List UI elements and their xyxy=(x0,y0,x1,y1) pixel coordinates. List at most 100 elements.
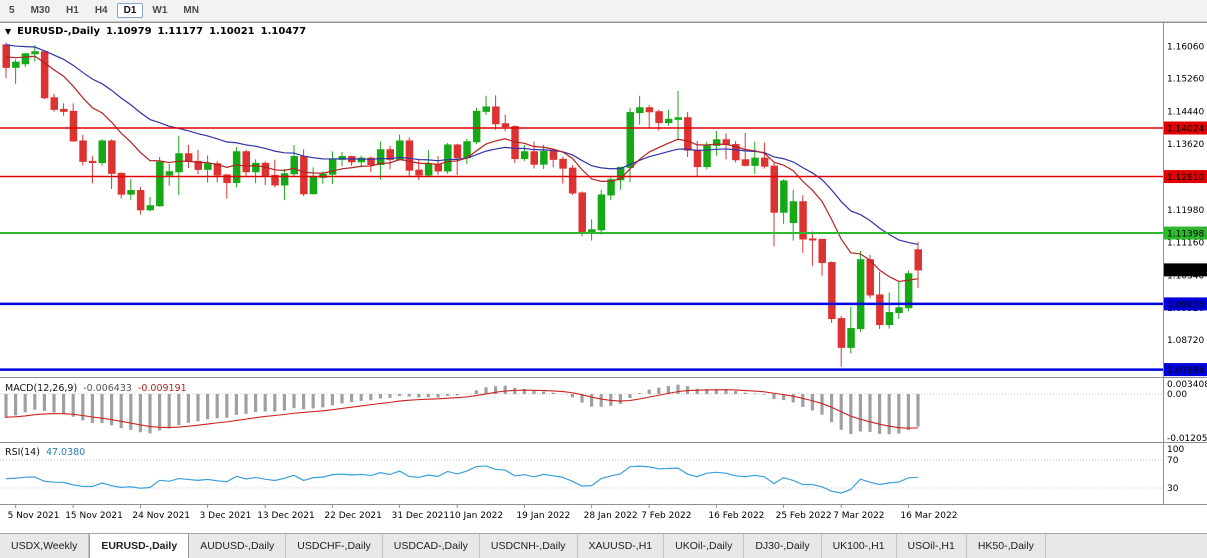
ohlc-close: 1.10477 xyxy=(260,26,307,37)
candle-body xyxy=(540,150,548,165)
svg-text:25 Feb 2022: 25 Feb 2022 xyxy=(776,511,832,521)
chart-tabs: USDX,Weekly EURUSD-,Daily AUDUSD-,Daily USD… xyxy=(0,533,1207,558)
ma-slow-line xyxy=(5,44,919,246)
candle-body xyxy=(636,107,644,114)
candle-body xyxy=(338,156,346,160)
timeframe-button-M30[interactable]: M30 xyxy=(30,5,51,16)
rsi-line xyxy=(5,465,919,494)
candle-body xyxy=(309,176,318,195)
svg-text:30: 30 xyxy=(1167,484,1179,494)
candle-body xyxy=(808,238,817,241)
chart-tab-eurusd-daily[interactable]: EURUSD-,Daily xyxy=(89,534,190,558)
candle-body xyxy=(732,144,740,161)
candle-body xyxy=(405,140,414,171)
candle-body xyxy=(549,150,558,160)
chart-symbol-label: EURUSD-,Daily xyxy=(17,26,100,37)
chart-tab-usdchf-daily[interactable]: USDCHF-,Daily xyxy=(286,534,383,558)
chart-tab-audusd-daily[interactable]: AUDUSD-,Daily xyxy=(189,534,287,558)
ohlc-low: 1.10021 xyxy=(209,26,255,37)
candlestick-series xyxy=(2,42,922,367)
candle-body xyxy=(88,160,97,164)
candle-body xyxy=(847,328,855,348)
timeframe-button-MN[interactable]: MN xyxy=(183,5,199,16)
svg-text:100: 100 xyxy=(1167,445,1184,455)
chart-tab-hk50-daily[interactable]: HK50-,Daily xyxy=(967,534,1046,558)
svg-text:1.08720: 1.08720 xyxy=(1167,336,1204,346)
svg-text:1.14440: 1.14440 xyxy=(1167,107,1204,117)
svg-text:22 Dec 2021: 22 Dec 2021 xyxy=(324,511,382,521)
chart-tab-dj30-daily[interactable]: DJ30-,Daily xyxy=(744,534,822,558)
price-tag-1.12810: 1.12810 xyxy=(1164,170,1207,184)
macd-indicator-label: MACD(12,26,9) -0.006433 -0.009191 xyxy=(5,383,187,394)
candle-body xyxy=(232,151,241,184)
svg-text:1.09626: 1.09626 xyxy=(1167,300,1204,310)
timeframe-button-H4[interactable]: H4 xyxy=(94,5,108,16)
svg-text:15 Nov 2021: 15 Nov 2021 xyxy=(65,511,123,521)
candle-body xyxy=(213,163,222,176)
candle-body xyxy=(568,167,577,194)
timeframe-button-W1[interactable]: W1 xyxy=(152,5,168,16)
svg-text:70: 70 xyxy=(1167,456,1179,466)
candle-body xyxy=(520,151,529,160)
date-axis: 5 Nov 2021 15 Nov 2021 24 Nov 2021 3 Dec 20… xyxy=(8,505,957,521)
chart-canvas[interactable]: 1.160601.152601.144401.136201.128001.119… xyxy=(0,22,1207,533)
candle-body xyxy=(626,112,634,168)
candle-body xyxy=(876,294,884,326)
candle-body xyxy=(472,110,481,143)
svg-text:7 Feb 2022: 7 Feb 2022 xyxy=(641,511,691,521)
timeframe-button-5[interactable]: 5 xyxy=(9,5,15,16)
chart-collapse-icon[interactable]: ▼ xyxy=(5,27,12,36)
candle-body xyxy=(136,190,145,211)
candle-body xyxy=(751,157,759,166)
candle-body xyxy=(300,156,308,195)
ma-fast-line xyxy=(5,55,919,283)
chart-tab-xauusd-h1[interactable]: XAUUSD-,H1 xyxy=(578,534,665,558)
candle-body xyxy=(204,163,212,170)
candle-body xyxy=(50,97,58,110)
rsi-value: 47.0380 xyxy=(45,447,86,458)
chart-tab-usdcnh-daily[interactable]: USDCNH-,Daily xyxy=(480,534,578,558)
candle-body xyxy=(444,144,452,172)
candle-body xyxy=(492,106,500,125)
svg-text:24 Nov 2021: 24 Nov 2021 xyxy=(132,511,190,521)
svg-text:1.16060: 1.16060 xyxy=(1167,43,1204,53)
candle-body xyxy=(280,173,289,186)
macd-name: MACD(12,26,9) xyxy=(5,383,78,394)
candle-body xyxy=(684,117,692,151)
chart-tab-usoil-h1[interactable]: USOil-,H1 xyxy=(897,534,967,558)
candle-body xyxy=(79,140,87,162)
candle-body xyxy=(885,312,894,326)
chart-tab-ukoil-daily[interactable]: UKOil-,Daily xyxy=(664,534,745,558)
chart-tab-usdx-weekly[interactable]: USDX,Weekly xyxy=(0,534,90,558)
timeframe-button-H1[interactable]: H1 xyxy=(66,5,79,16)
svg-text:1.12810: 1.12810 xyxy=(1167,173,1204,183)
rsi-name: RSI(14) xyxy=(5,447,40,458)
svg-text:-0.012058: -0.012058 xyxy=(1167,434,1207,444)
svg-text:0.003408: 0.003408 xyxy=(1167,380,1207,390)
candle-body xyxy=(175,153,183,173)
candle-body xyxy=(597,194,606,231)
candle-body xyxy=(588,229,596,233)
candle-body xyxy=(261,162,270,176)
chart-background xyxy=(0,22,1207,533)
timeframe-button-D1[interactable]: D1 xyxy=(116,3,144,18)
candle-body xyxy=(242,151,250,173)
svg-text:7 Mar 2022: 7 Mar 2022 xyxy=(833,511,884,521)
candle-body xyxy=(645,107,654,113)
candle-body xyxy=(607,179,615,196)
ohlc-open: 1.10979 xyxy=(106,26,152,37)
macd-histogram xyxy=(4,384,920,435)
svg-text:0.00: 0.00 xyxy=(1167,390,1187,400)
candle-body xyxy=(194,160,202,170)
candle-body xyxy=(664,118,673,124)
candle-body xyxy=(127,190,135,195)
svg-text:1.11160: 1.11160 xyxy=(1167,239,1204,249)
candle-body xyxy=(165,171,174,176)
candle-body xyxy=(434,163,442,172)
candle-body xyxy=(741,159,750,166)
candle-body xyxy=(156,161,164,207)
candle-body xyxy=(501,123,510,128)
chart-tab-uk100-h1[interactable]: UK100-,H1 xyxy=(822,534,897,558)
chart-tab-usdcad-daily[interactable]: USDCAD-,Daily xyxy=(383,534,480,558)
chart-header: ▼ EURUSD-,Daily 1.10979 1.11177 1.10021 … xyxy=(5,26,306,37)
